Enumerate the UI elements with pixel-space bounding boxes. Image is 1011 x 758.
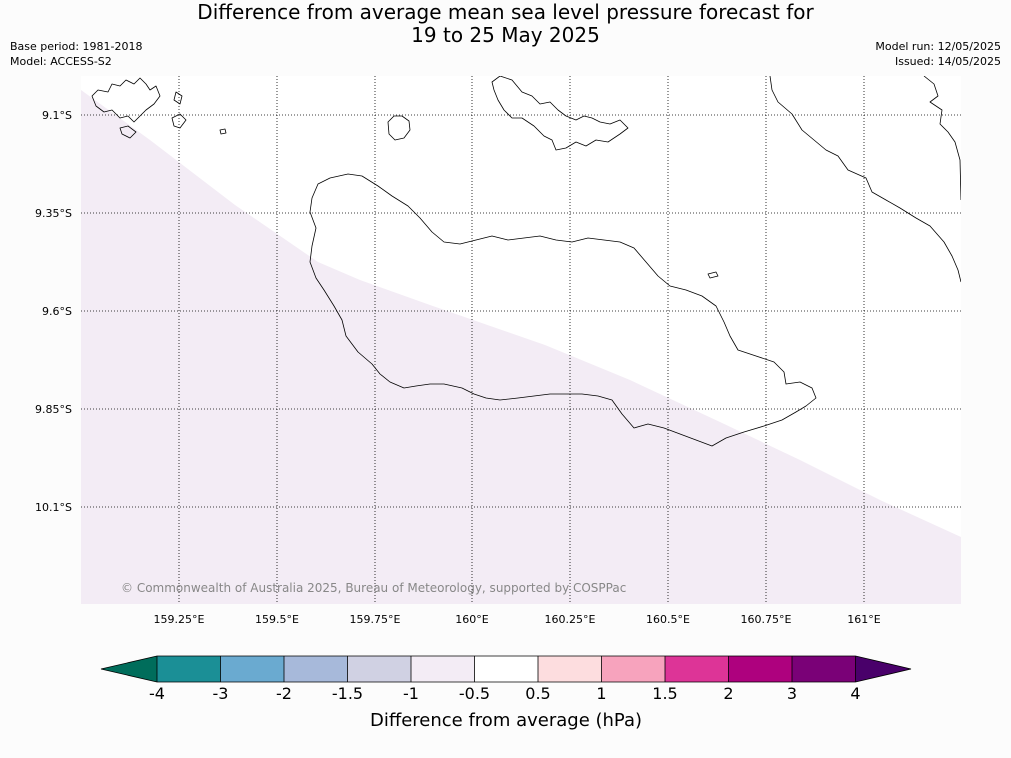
colorbar-segment	[538, 656, 602, 682]
colorbar-segment	[474, 656, 538, 682]
lon-labels: 159.25°E 159.5°E 159.75°E 160°E 160.25°E…	[154, 613, 881, 626]
issued-text: Issued: 14/05/2025	[894, 55, 1001, 68]
lon-label: 160.5°E	[646, 613, 690, 626]
island-nw-coast	[91, 77, 161, 123]
meta-right: Model run: 12/05/2025 Issued: 14/05/2025	[875, 39, 1001, 69]
model-text: Model: ACCESS-S2	[10, 55, 112, 68]
colorbar-tick: 3	[787, 684, 797, 703]
lat-label: 10.1°S	[35, 501, 72, 514]
colorbar: -4 -3 -2 -1.5 -1 -0.5 0.5 1 1.5 2 3 4 Di…	[100, 655, 912, 731]
lon-label: 160.75°E	[741, 613, 792, 626]
islet-nw-2	[171, 113, 187, 129]
colorbar-tick: -1.5	[332, 684, 363, 703]
model-run-text: Model run: 12/05/2025	[875, 40, 1001, 53]
lon-label: 160°E	[455, 613, 488, 626]
islet-round	[387, 115, 411, 141]
colorbar-segment	[157, 656, 221, 682]
colorbar-label: Difference from average (hPa)	[370, 710, 642, 731]
lon-label: 159.75°E	[350, 613, 401, 626]
islet-nw-1	[119, 125, 137, 139]
map-title-line-2: 19 to 25 May 2025	[411, 23, 600, 47]
islet-nw-3	[173, 91, 183, 105]
meta-left: Base period: 1981-2018 Model: ACCESS-S2	[10, 39, 142, 69]
colorbar-tick: 2	[723, 684, 733, 703]
colorbar-tick: 1	[596, 684, 606, 703]
colorbar-tick: 0.5	[525, 684, 550, 703]
colorbar-tick: -2	[276, 684, 292, 703]
gridlines	[81, 76, 961, 604]
colorbar-tick: 4	[850, 684, 860, 703]
lon-label: 159.25°E	[154, 613, 205, 626]
colorbar-tick: -0.5	[459, 684, 490, 703]
colorbar-tick: -1	[403, 684, 419, 703]
colorbar-tick: -4	[149, 684, 165, 703]
lat-label: 9.1°S	[42, 109, 72, 122]
main-island-coast	[309, 173, 817, 447]
colorbar-segment	[792, 656, 856, 682]
colorbar-segment	[347, 656, 411, 682]
islet-east	[707, 271, 719, 279]
colorbar-extend-low	[101, 656, 157, 682]
base-period-text: Base period: 1981-2018	[10, 40, 143, 53]
colorbar-segment	[665, 656, 729, 682]
colorbar-segment	[220, 656, 284, 682]
lon-label: 160.25°E	[545, 613, 596, 626]
island-north-coast	[491, 76, 629, 151]
map-title-line-1: Difference from average mean sea level p…	[197, 0, 814, 24]
coastline	[91, 76, 961, 447]
lat-label: 9.85°S	[35, 403, 72, 416]
lon-label: 159.5°E	[255, 613, 299, 626]
map-area: © Commonwealth of Australia 2025, Bureau…	[81, 76, 961, 604]
lat-label: 9.35°S	[35, 207, 72, 220]
island-ne-edge	[923, 76, 961, 201]
colorbar-extend-high	[855, 656, 911, 682]
colorbar-tick-labels: -4 -3 -2 -1.5 -1 -0.5 0.5 1 1.5 2 3 4	[149, 684, 861, 703]
island-ne-coast	[769, 76, 961, 283]
lat-labels: 9.1°S 9.35°S 9.6°S 9.85°S 10.1°S	[35, 109, 72, 514]
colorbar-segment	[601, 656, 665, 682]
colorbar-tick: 1.5	[652, 684, 677, 703]
colorbar-segment	[411, 656, 475, 682]
islet-nw-4	[219, 128, 227, 135]
colorbar-tick: -3	[213, 684, 229, 703]
colorbar-segment	[284, 656, 348, 682]
colorbar-segment	[728, 656, 792, 682]
lat-label: 9.6°S	[42, 305, 72, 318]
lon-label: 161°E	[847, 613, 880, 626]
anomaly-band	[81, 90, 961, 604]
copyright-notice: © Commonwealth of Australia 2025, Bureau…	[121, 581, 626, 595]
colorbar-dividers	[156, 656, 856, 682]
